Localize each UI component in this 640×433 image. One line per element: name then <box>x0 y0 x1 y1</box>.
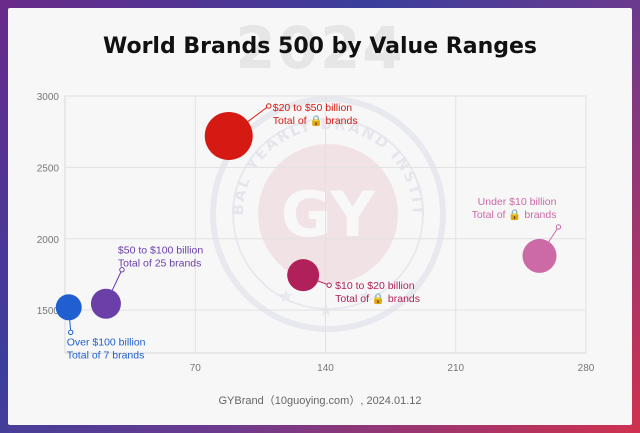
label-anchor-dot <box>555 224 562 230</box>
x-tick-label: 210 <box>447 363 464 374</box>
label-anchor-dot <box>68 329 74 336</box>
x-tick-label: 280 <box>578 363 595 374</box>
seal-star: ★ <box>358 286 374 306</box>
bubble-label: $20 to $50 billion <box>273 102 353 114</box>
label-leader-line <box>228 105 270 137</box>
bubble-label: $50 to $100 billion <box>118 245 203 257</box>
source-footer: GYBrand（10guoying.com）, 2024.01.12 <box>218 395 422 407</box>
bubble-label: Under $10 billion <box>478 196 557 208</box>
bubble-label: $10 to $20 billion <box>335 280 415 292</box>
label-anchor-dot <box>266 103 272 109</box>
label-leader-line <box>302 274 330 286</box>
bubble-label: Total of 25 brands <box>118 258 201 270</box>
label-leader-line <box>105 269 123 304</box>
bubble-label: Total of 🔒 brands <box>335 293 420 305</box>
chart-title: World Brands 500 by Value Ranges <box>102 34 538 59</box>
bubble-chart: 1500 2000 2500 3000 70 140 210 280 Over $100 bil… <box>37 92 595 374</box>
label-anchor-dot <box>326 282 332 288</box>
x-tick-label: 70 <box>190 363 202 374</box>
bubble <box>522 238 557 273</box>
seal-star: ★ <box>278 286 294 306</box>
label-anchor-dot <box>119 267 125 273</box>
y-tick-label: 1500 <box>37 306 60 317</box>
bubble <box>204 111 253 160</box>
bubble-label: Total of 🔒 brands <box>273 115 358 127</box>
x-tick-label: 140 <box>317 363 334 374</box>
bubble-label: Total of 7 brands <box>67 349 145 361</box>
bubble-label: Total of 🔒 brands <box>472 209 557 221</box>
label-leader-line <box>68 307 72 333</box>
y-tick-label: 3000 <box>37 92 60 103</box>
chart-card: 2024 GLOBAL YEARLY BRAND INSTITUTE GY ★ … <box>8 8 632 425</box>
label-leader-line <box>539 226 559 257</box>
bubble-label: Over $100 billion <box>67 336 146 348</box>
year-watermark: 2024 <box>235 14 405 82</box>
y-tick-label: 2500 <box>37 163 60 174</box>
y-tick-label: 2000 <box>37 235 60 246</box>
